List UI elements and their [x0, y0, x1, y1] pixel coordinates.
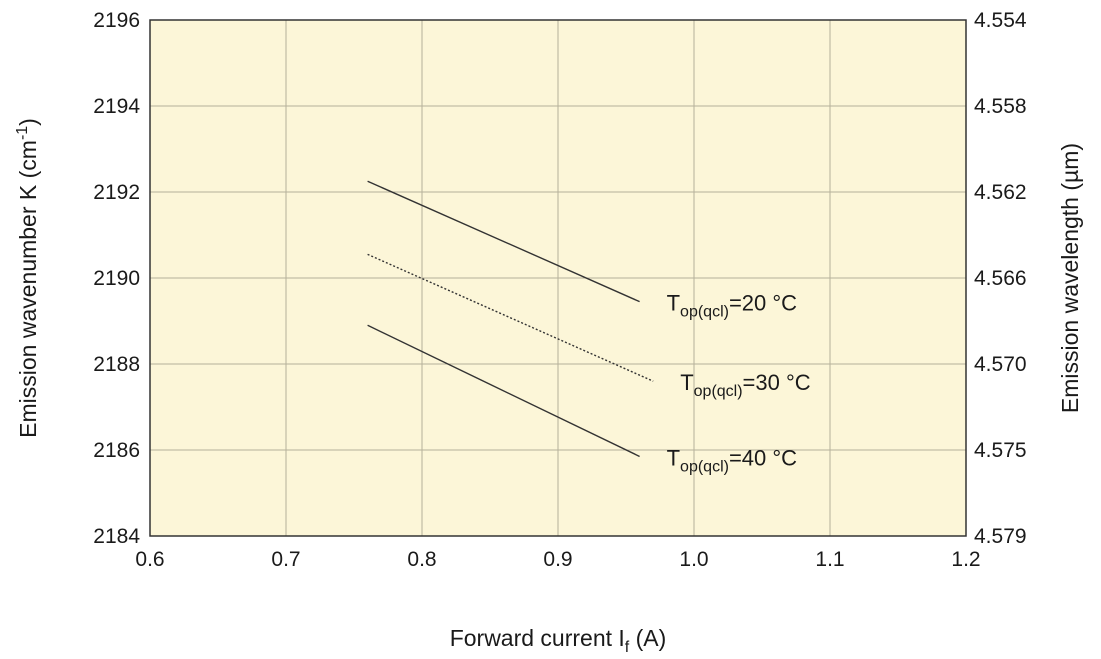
y2-tick-label: 4.579	[974, 525, 1027, 548]
x-tick-label: 1.1	[815, 548, 844, 571]
y2-tick-label: 4.562	[974, 181, 1027, 204]
y2-tick-label: 4.566	[974, 267, 1027, 290]
y-tick-label: 2194	[93, 95, 140, 118]
y-tick-label: 2190	[93, 267, 140, 290]
x-tick-label: 0.7	[271, 548, 300, 571]
x-tick-label: 0.8	[407, 548, 436, 571]
y2-tick-label: 4.554	[974, 9, 1027, 32]
y2-axis-title: Emission wavelength (µm)	[1057, 143, 1083, 413]
grid	[150, 20, 966, 536]
series-line	[367, 180, 640, 303]
y-tick-label: 2192	[93, 181, 140, 204]
series-layer: Top(qcl)=20 °C Top(qcl)=30 °C Top(qcl)=40 …	[367, 180, 811, 475]
plot-frame	[149, 19, 967, 537]
y-tick-label: 2188	[93, 353, 140, 376]
series-label: Top(qcl)=30 °C	[680, 370, 811, 400]
y-axis-title: Emission wavenumber K (cm-1)	[14, 118, 41, 438]
x-tick-label: 1.0	[679, 548, 708, 571]
x-tick-label: 0.6	[135, 548, 164, 571]
y-tick-label: 2184	[93, 525, 140, 548]
y2-tick-label: 4.570	[974, 353, 1027, 376]
x-tick-label: 0.9	[543, 548, 572, 571]
y-tick-label: 2186	[93, 439, 140, 462]
y2-tick-label: 4.575	[974, 439, 1027, 462]
tick-labels: 0.6 0.7 0.8 0.9 1.0 1.1 1.2 2184 2186 2188 2190 219…	[93, 9, 1027, 571]
series-label: Top(qcl)=40 °C	[667, 445, 798, 475]
y-tick-label: 2196	[93, 9, 140, 32]
series-line	[367, 253, 654, 382]
x-axis-title: Forward current If (A)	[450, 625, 667, 656]
y2-tick-label: 4.558	[974, 95, 1027, 118]
series-label: Top(qcl)=20 °C	[667, 291, 798, 321]
series-line	[367, 324, 640, 458]
x-tick-label: 1.2	[951, 548, 980, 571]
